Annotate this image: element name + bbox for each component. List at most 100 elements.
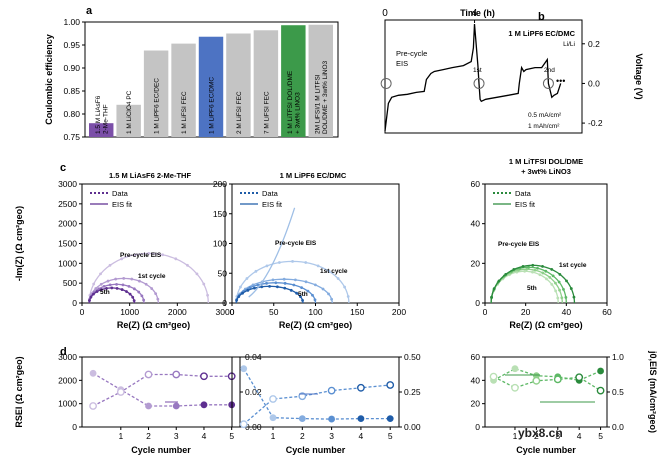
j0-point	[116, 388, 125, 396]
eis-data-point	[572, 295, 576, 299]
eis-data-point	[110, 286, 114, 290]
voltage-trace	[384, 23, 562, 132]
rsei-line	[493, 367, 601, 381]
bar-label: 2M LiFSI/1 M LiTFSI	[315, 74, 322, 134]
eis-data-point	[239, 285, 242, 289]
j0-point	[532, 376, 541, 385]
bar-label: 1 M LiPF6 EC/DEC	[154, 78, 161, 134]
bar-label: 1 M LiFSI FEC	[181, 91, 188, 134]
bar	[198, 36, 224, 137]
y2-tick-label: 0.25	[404, 387, 421, 397]
eis-marker-circle	[473, 77, 485, 89]
legend-fit-label: EIS fit	[515, 200, 536, 209]
rsei-point	[172, 402, 180, 410]
eis-data-point	[512, 268, 516, 271]
eis-data-point	[557, 280, 561, 284]
y2-tick-label: 0.02	[245, 387, 262, 397]
eis-data-point	[548, 275, 552, 279]
eis-data-point	[295, 291, 298, 295]
legend-data-label: Data	[262, 189, 279, 198]
eis-data-point	[154, 292, 158, 295]
eis-data-point	[115, 282, 118, 286]
eis-data-point	[97, 287, 101, 291]
bar-label: 2 M LiFSI FEC	[236, 91, 243, 134]
rsei-point	[597, 367, 604, 375]
eis-data-point	[300, 286, 303, 290]
annotation-precycle: Pre-cycle EIS	[275, 240, 317, 247]
eis-marker-circle	[542, 77, 554, 89]
eis-data-point	[527, 265, 531, 269]
x-tick-label: 0	[382, 8, 388, 19]
x-tick-label: 20	[521, 307, 531, 317]
eis-data-point	[128, 292, 132, 296]
panel-title: 1.5 M LiAsF6 2-Me-THF	[109, 171, 192, 180]
x-tick-label: 2	[146, 431, 151, 441]
eis-data-point	[346, 295, 350, 298]
y2-tick-label: 0.50	[404, 352, 421, 362]
x-axis-label: Cycle number	[516, 445, 576, 455]
rsei-point	[386, 415, 394, 422]
legend-data-label: Data	[515, 189, 532, 198]
x-tick-label: 0	[483, 307, 488, 317]
bar	[308, 24, 333, 137]
eis-data-point	[541, 271, 545, 275]
eis-data-point	[130, 277, 134, 281]
eis-data-point	[313, 283, 317, 287]
x-tick-label: 150	[350, 307, 364, 317]
x-axis-label: Cycle number	[286, 445, 346, 455]
annotation-1st-cycle: 1st cycle	[559, 262, 587, 269]
y-tick-label: 0.95	[63, 40, 80, 50]
y-tick-label: 0	[222, 298, 227, 308]
j0-point	[511, 383, 519, 392]
bar	[253, 30, 279, 138]
plot-frame	[81, 356, 241, 428]
x-tick-label: 2	[300, 431, 305, 441]
annotation-1st: 1st	[473, 67, 482, 74]
annotation-5th: 5th	[298, 291, 308, 298]
rsei-point	[240, 365, 248, 373]
y-tick-label: 60	[471, 179, 481, 189]
eis-data-point	[304, 280, 308, 284]
j0-point	[144, 370, 153, 379]
eis-data-point	[343, 285, 347, 289]
panel-label-a: a	[86, 5, 93, 17]
y-tick-label: 0	[475, 298, 480, 308]
rsei-point	[89, 369, 97, 377]
j0-point	[298, 392, 307, 401]
x-tick-label: 4	[472, 8, 478, 19]
plot-frame	[484, 183, 608, 304]
eis-data-point	[202, 282, 206, 286]
annotation-precycle-line1: Pre-cycle	[396, 49, 427, 58]
eis-data-point	[282, 277, 286, 281]
j0-point	[553, 375, 562, 384]
panel-label-c: c	[60, 162, 66, 174]
annotation-capacity: 1 mAh/cm²	[528, 123, 560, 130]
eis-marker-circle	[380, 77, 392, 89]
eis-data-point	[241, 291, 244, 295]
y-tick-label: 3000	[58, 179, 77, 189]
eis-data-point	[106, 279, 110, 283]
j0-line	[493, 376, 601, 392]
eis-data-point	[336, 277, 340, 280]
eis-data-point	[127, 284, 131, 288]
rsei-line	[243, 368, 391, 420]
y-tick-label: 0	[72, 422, 77, 432]
eis-data-point	[88, 299, 91, 303]
x-tick-label: 60	[602, 307, 612, 317]
x-axis-label: Re(Z) (Ω cm²geo)	[279, 320, 352, 330]
eis-data-point	[541, 264, 544, 268]
bar-label: 7 M LiFSI FEC	[263, 91, 270, 134]
eis-data-point	[275, 285, 279, 289]
y-tick-label: 0.90	[63, 63, 80, 73]
eis-data-point	[265, 281, 268, 285]
eis-data-point	[274, 281, 278, 285]
y-tick-label: 0.85	[63, 86, 80, 96]
eis-data-point	[562, 287, 565, 291]
eis-data-point	[100, 288, 103, 291]
eis-data-point	[121, 283, 125, 287]
y2-tick-label: 0.5	[612, 387, 624, 397]
eis-data-point	[108, 263, 112, 267]
y-axis-label: Voltage (V)	[634, 53, 644, 99]
eis-data-point	[144, 282, 148, 286]
